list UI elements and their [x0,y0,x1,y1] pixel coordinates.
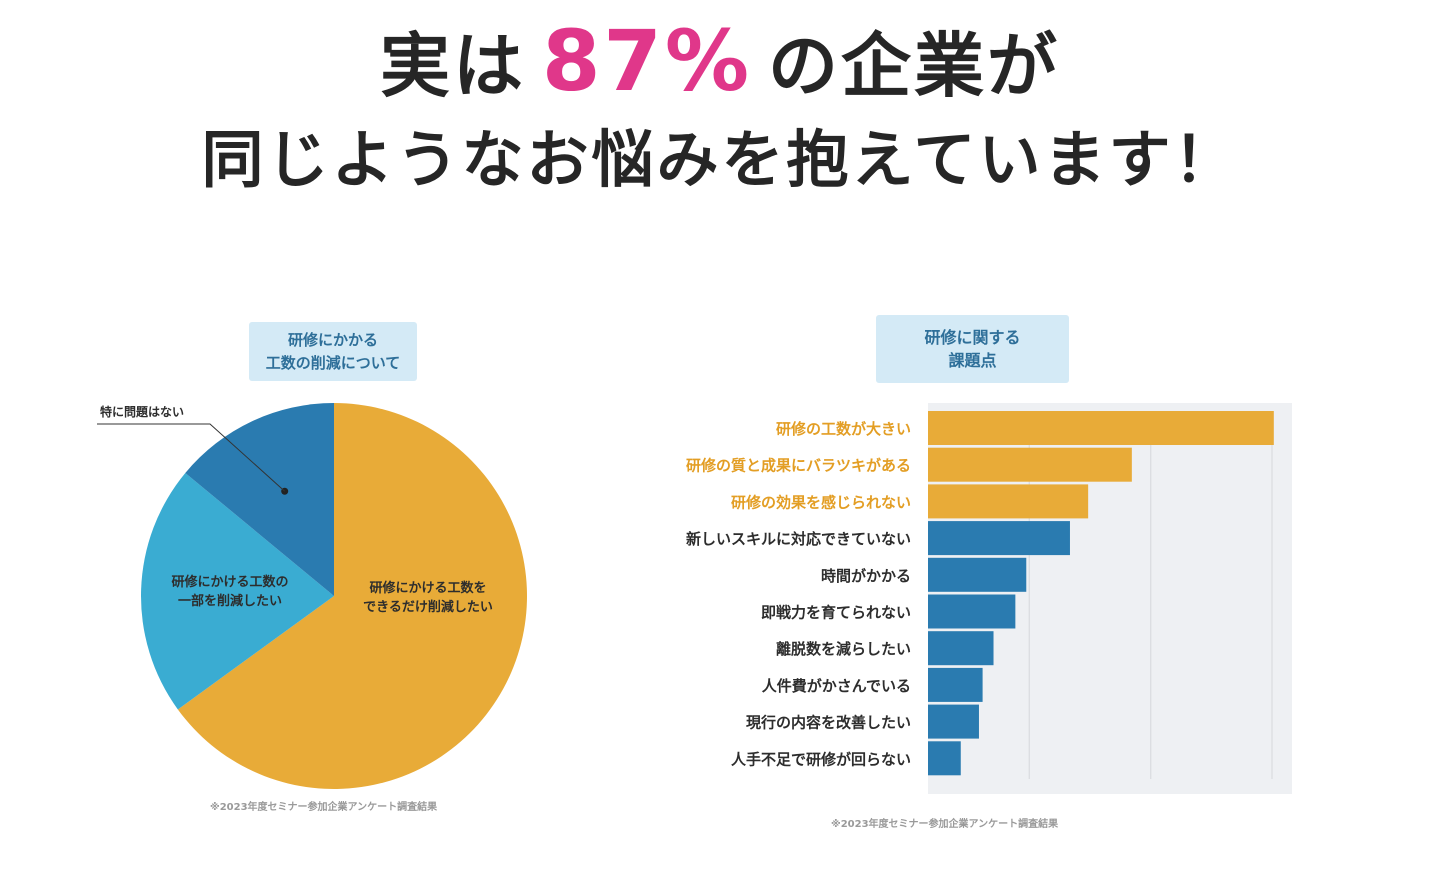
bar [928,557,1027,592]
bar [928,521,1070,556]
category-label: 即戦力を育てられない [761,604,911,622]
pie-slice [185,403,334,596]
pie-title-line: 工数の削減について [265,353,401,372]
bar [928,667,983,702]
category-label: 研修の質と成果にバラツキがある [686,457,911,475]
headline-suffix: の企業が [768,25,1061,107]
category-label: 人手不足で研修が回らない [731,750,911,768]
bar [928,594,1016,629]
bar-chart-source-note: ※2023年度セミナー参加企業アンケート調査結果 [831,819,1059,830]
bar [928,704,979,739]
category-label: 時間がかかる [821,567,911,585]
category-label: 人件費がかさんでいる [762,677,911,695]
pie-slice-label: 研修にかける工数をできるだけ削減したい [363,580,493,615]
bar-title-line: 研修に関する [924,328,1021,347]
pie-slice-label: 特に問題はない [100,404,184,419]
headline-prefix: 実は [379,25,526,107]
pie-slice [141,472,334,710]
bar [928,447,1132,482]
pie-title-line: 研修にかかる [287,330,378,349]
pie-chart: 研修にかける工数をできるだけ削減したい 研修にかける工数の一部を削減したい 特に問題… [97,403,527,789]
bar [928,741,961,776]
pie-slice-label: 研修にかける工数の一部を削減したい [171,574,288,609]
pie-slice [177,403,527,789]
bar [928,484,1089,519]
pie-chart-source-note: ※2023年度セミナー参加企業アンケート調査結果 [210,802,438,813]
category-label: 現行の内容を改善したい [746,714,911,732]
headline-percentage: 87% [541,12,753,110]
bar-title-line: 課題点 [948,351,997,370]
pie-chart-title: 研修にかかる 工数の削減について [249,322,417,381]
bar [928,631,994,666]
category-label: 離脱数を減らしたい [776,640,911,658]
bar-chart-title: 研修に関する 課題点 [876,315,1069,383]
category-label: 研修の効果を感じられない [731,493,911,511]
headline-line1: 実は 87% の企業が [0,18,1440,109]
headline-line2: 同じようなお悩みを抱えています！ [201,123,1239,196]
callout-line [97,423,286,492]
bar [928,411,1274,445]
category-label: 研修の工数が大きい [776,420,911,438]
category-label: 新しいスキルに対応できていない [686,530,911,548]
